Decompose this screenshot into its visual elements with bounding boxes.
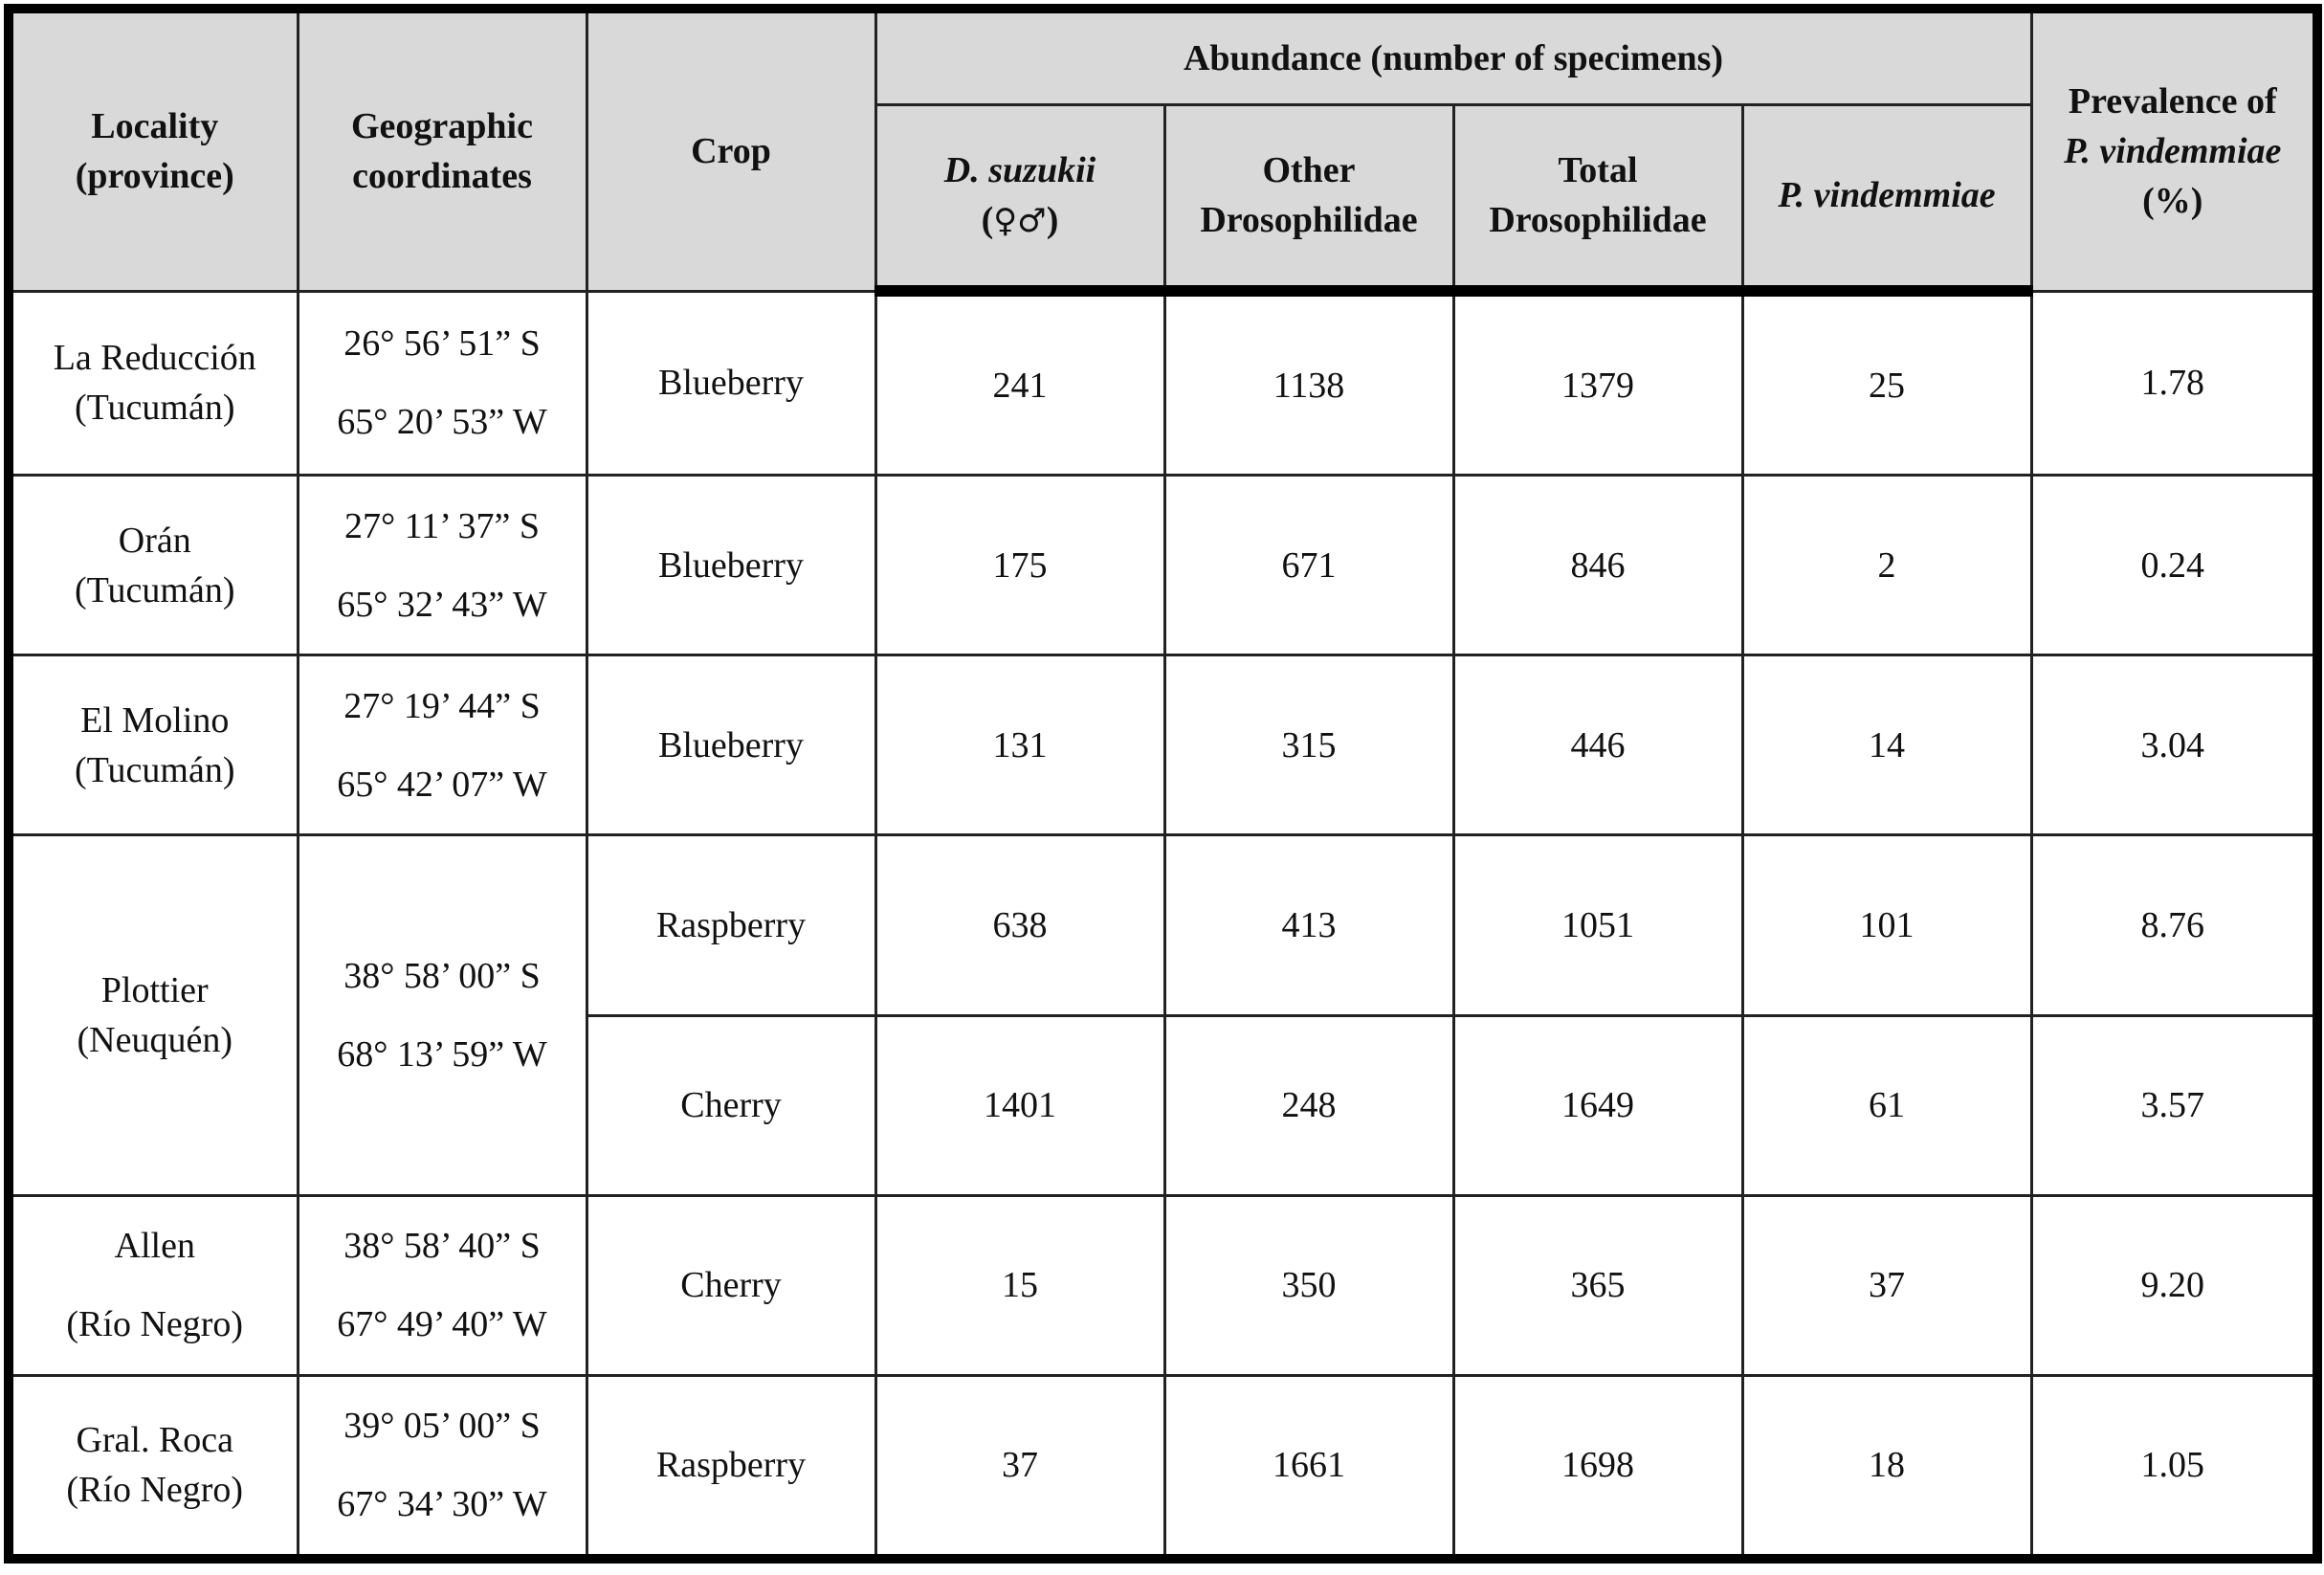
header-prevalence: Prevalence of P. vindemmiae (%) [2029, 7, 2319, 293]
header-abundance: Abundance (number of specimens) [874, 7, 2033, 106]
cell-p-vindemmiae: 101 [1740, 833, 2033, 1017]
table-row: Plottier (Neuquén) 38° 58’ 00” S 68° 13’ 5… [7, 833, 2319, 1197]
header-crop: Crop [585, 7, 877, 293]
header-locality: Locality (province) [7, 7, 299, 293]
cell-crop: Blueberry [585, 474, 877, 657]
header-d-suzukii: D. suzukii (♀♂) [874, 102, 1166, 297]
cell-other: 350 [1162, 1193, 1455, 1377]
cell-d-suzukii: 241 [874, 289, 1166, 477]
cell-prevalence: 1.78 [2029, 289, 2319, 477]
cell-other: 1138 [1162, 289, 1455, 477]
cell-coordinates: 39° 05’ 00” S 67° 34’ 30” W [296, 1373, 588, 1561]
cell-d-suzukii: 131 [874, 654, 1166, 837]
cell-locality: Plottier (Neuquén) [7, 833, 299, 1197]
cell-total: 1649 [1451, 1013, 1744, 1197]
cell-d-suzukii: 1401 [874, 1013, 1166, 1197]
cell-coordinates: 27° 19’ 44” S 65° 42’ 07” W [296, 654, 588, 837]
table-row: El Molino (Tucumán) 27° 19’ 44” S 65° 42’ … [7, 654, 2319, 837]
cell-prevalence: 3.04 [2029, 654, 2319, 837]
cell-locality: Orán (Tucumán) [7, 474, 299, 657]
header-coordinates: Geographic coordinates [296, 7, 588, 293]
cell-crop: Blueberry [585, 289, 877, 477]
cell-p-vindemmiae: 25 [1740, 289, 2033, 477]
cell-prevalence: 9.20 [2029, 1193, 2319, 1377]
cell-total: 1698 [1451, 1373, 1744, 1561]
cell-p-vindemmiae: 2 [1740, 474, 2033, 657]
cell-locality: Allen (Río Negro) [7, 1193, 299, 1377]
cell-prevalence: 8.76 [2029, 833, 2319, 1017]
cell-other: 671 [1162, 474, 1455, 657]
header-p-vindemmiae: P. vindemmiae [1740, 102, 2033, 297]
cell-d-suzukii: 15 [874, 1193, 1166, 1377]
cell-crop: Cherry [585, 1013, 877, 1197]
table-row: Allen (Río Negro) 38° 58’ 40” S 67° 49’ 40… [7, 1193, 2319, 1377]
data-table: Locality (province) Geographic coordinat… [4, 4, 2322, 1564]
cell-d-suzukii: 638 [874, 833, 1166, 1017]
cell-total: 846 [1451, 474, 1744, 657]
table-container: Locality (province) Geographic coordinat… [4, 4, 2322, 1564]
table-row: Cherry 1401 248 1649 61 3.57 [9, 1013, 2319, 1197]
cell-total: 365 [1451, 1193, 1744, 1377]
table-row: Gral. Roca (Río Negro) 39° 05’ 00” S 67° 3… [7, 1373, 2319, 1561]
cell-d-suzukii: 175 [874, 474, 1166, 657]
cell-p-vindemmiae: 61 [1740, 1013, 2033, 1197]
header-total-drosophilidae: Total Drosophilidae [1451, 102, 1744, 297]
table-row: La Reducción (Tucumán) 26° 56’ 51” S 65° 2… [7, 289, 2319, 477]
cell-d-suzukii: 37 [874, 1373, 1166, 1561]
female-male-symbols: ♀♂ [993, 201, 1047, 240]
cell-p-vindemmiae: 14 [1740, 654, 2033, 837]
cell-coordinates: 38° 58’ 00” S 68° 13’ 59” W [296, 833, 588, 1197]
cell-other: 315 [1162, 654, 1455, 837]
cell-coordinates: 27° 11’ 37” S 65° 32’ 43” W [296, 474, 588, 657]
cell-crop: Raspberry [585, 833, 877, 1017]
cell-p-vindemmiae: 37 [1740, 1193, 2033, 1377]
cell-crop: Raspberry [585, 1373, 877, 1561]
header-other-drosophilidae: Other Drosophilidae [1162, 102, 1455, 297]
cell-coordinates: 38° 58’ 40” S 67° 49’ 40” W [296, 1193, 588, 1377]
table-row: Orán (Tucumán) 27° 11’ 37” S 65° 32’ 43” W… [7, 474, 2319, 657]
cell-total: 1051 [1451, 833, 1744, 1017]
cell-other: 1661 [1162, 1373, 1455, 1561]
cell-crop: Cherry [585, 1193, 877, 1377]
cell-total: 446 [1451, 654, 1744, 837]
cell-locality: El Molino (Tucumán) [7, 654, 299, 837]
cell-coordinates: 26° 56’ 51” S 65° 20’ 53” W [296, 289, 588, 477]
cell-prevalence: 1.05 [2029, 1373, 2319, 1561]
cell-other: 413 [1162, 833, 1455, 1017]
cell-other: 248 [1162, 1013, 1455, 1197]
cell-total: 1379 [1451, 289, 1744, 477]
cell-crop: Blueberry [585, 654, 877, 837]
cell-prevalence: 0.24 [2029, 474, 2319, 657]
cell-p-vindemmiae: 18 [1740, 1373, 2033, 1561]
cell-locality: Gral. Roca (Río Negro) [7, 1373, 299, 1561]
cell-locality: La Reducción (Tucumán) [7, 289, 299, 477]
cell-prevalence: 3.57 [2029, 1013, 2319, 1197]
